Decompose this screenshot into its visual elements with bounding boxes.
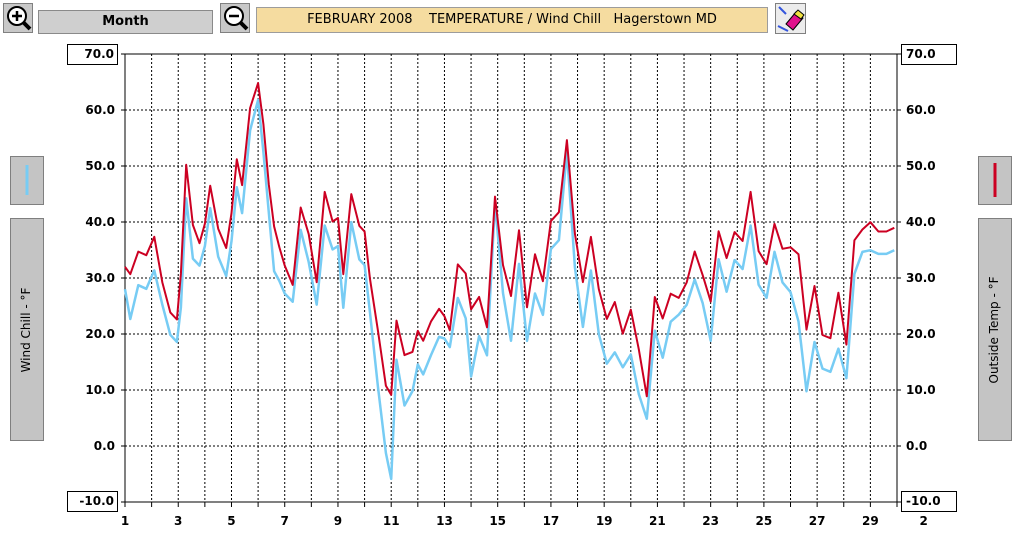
left-axis-label: Wind Chill - °F	[19, 287, 33, 373]
x-tick-label: 17	[543, 514, 560, 528]
eraser-icon	[777, 6, 805, 32]
chart-title: FEBRUARY 2008 TEMPERATURE / Wind Chill H…	[256, 7, 768, 33]
outside-temp-series-button[interactable]	[978, 156, 1012, 205]
right-axis-min-box[interactable]: -10.0	[901, 491, 957, 512]
wind-chill-line-swatch-icon	[25, 165, 29, 195]
y-tick-label-right: 0.0	[906, 439, 927, 453]
x-tick-label: 25	[756, 514, 773, 528]
left-axis-label-button[interactable]: Wind Chill - °F	[10, 218, 44, 441]
right-axis-max-value: 70.0	[906, 47, 936, 61]
right-axis-label-button[interactable]: Outside Temp - °F	[978, 218, 1012, 441]
y-tick-label-left: 10.0	[85, 383, 115, 397]
x-tick-label: 5	[227, 514, 235, 528]
left-axis-min-box[interactable]: -10.0	[67, 491, 118, 512]
outside-temp-line-swatch-icon	[993, 163, 997, 197]
x-tick-label: 9	[334, 514, 342, 528]
x-tick-label: 11	[383, 514, 400, 528]
x-tick-label: 7	[281, 514, 289, 528]
y-tick-label-left: 0.0	[94, 439, 115, 453]
outside-temp-series-line	[124, 82, 895, 398]
period-select-button[interactable]: Month	[38, 10, 213, 34]
left-axis-max-box[interactable]: 70.0	[67, 44, 118, 65]
zoom-in-button[interactable]	[3, 3, 33, 33]
x-tick-label: 23	[702, 514, 719, 528]
wind-chill-series-button[interactable]	[10, 156, 44, 205]
magnifier-plus-icon	[7, 6, 32, 31]
y-tick-label-left: 60.0	[85, 103, 115, 117]
y-tick-label-left: 40.0	[85, 215, 115, 229]
x-tick-label: 19	[596, 514, 613, 528]
chart-title-text: FEBRUARY 2008 TEMPERATURE / Wind Chill H…	[307, 12, 717, 27]
clear-button[interactable]	[775, 3, 806, 34]
right-axis-max-box[interactable]: 70.0	[901, 44, 957, 65]
left-axis-min-value: -10.0	[79, 494, 114, 508]
left-axis-max-value: 70.0	[84, 47, 114, 61]
x-tick-label: 13	[436, 514, 453, 528]
x-tick-label: 27	[809, 514, 826, 528]
x-tick-label: 1	[121, 514, 129, 528]
y-tick-label-right: 30.0	[906, 271, 936, 285]
x-tick-label: 3	[174, 514, 182, 528]
y-tick-label-left: 20.0	[85, 327, 115, 341]
x-tick-label: 15	[489, 514, 506, 528]
y-tick-label-left: 50.0	[85, 159, 115, 173]
period-label: Month	[102, 14, 149, 29]
y-tick-label-right: 60.0	[906, 103, 936, 117]
y-tick-label-right: 20.0	[906, 327, 936, 341]
y-tick-label-right: 40.0	[906, 215, 936, 229]
x-tick-label: 2	[919, 514, 927, 528]
magnifier-minus-icon	[224, 6, 249, 31]
x-tick-label: 29	[862, 514, 879, 528]
zoom-out-button[interactable]	[220, 3, 250, 33]
right-axis-label: Outside Temp - °F	[987, 276, 1001, 384]
y-tick-label-right: 50.0	[906, 159, 936, 173]
y-tick-label-left: 30.0	[85, 271, 115, 285]
plot-frame	[124, 53, 898, 503]
right-axis-min-value: -10.0	[906, 494, 941, 508]
y-tick-label-right: 10.0	[906, 383, 936, 397]
wind-chill-series-line	[123, 98, 895, 481]
x-tick-label: 21	[649, 514, 666, 528]
